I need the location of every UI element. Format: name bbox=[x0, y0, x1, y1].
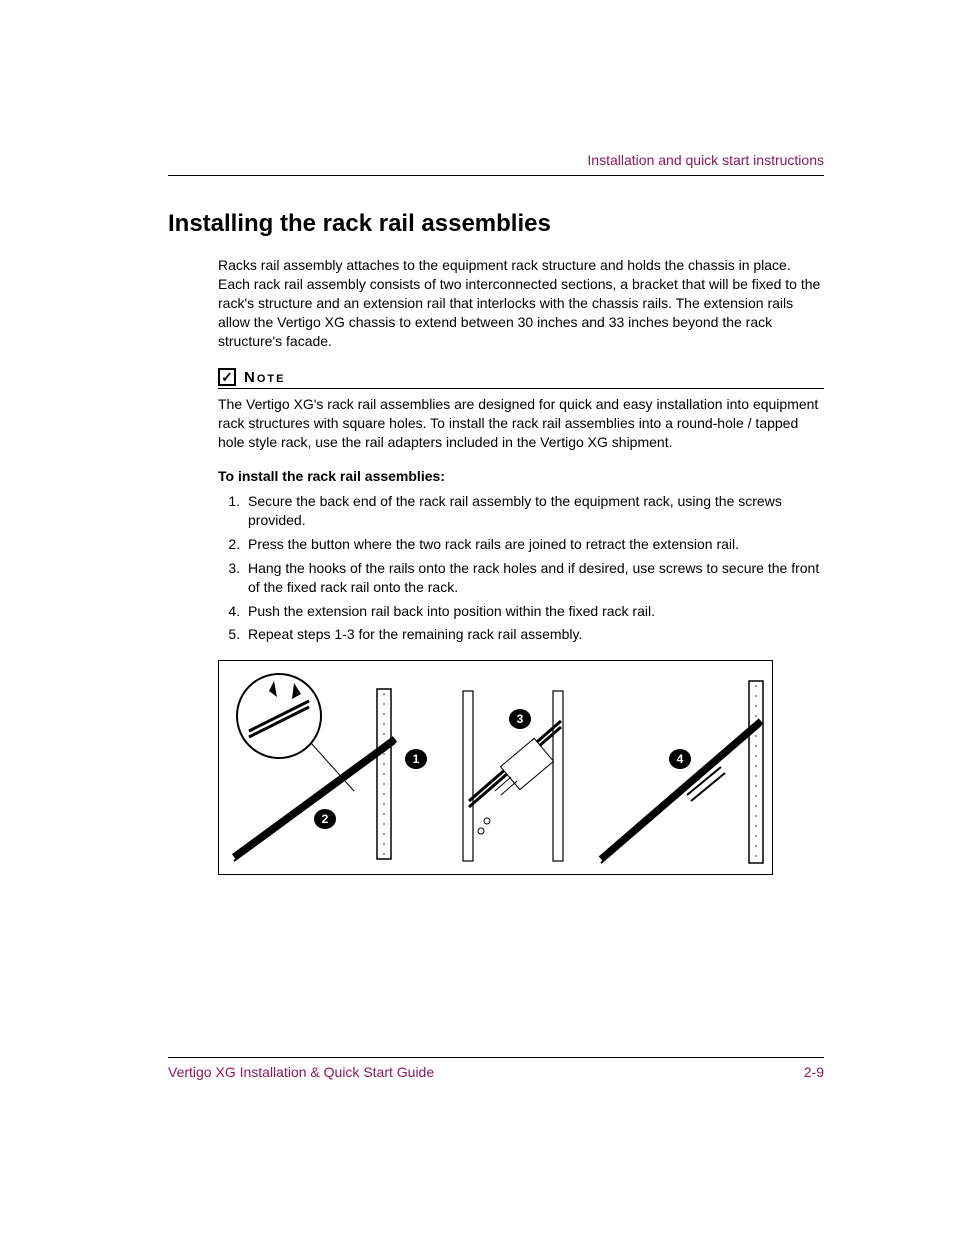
intro-paragraph: Racks rail assembly attaches to the equi… bbox=[218, 256, 824, 350]
diagram-svg bbox=[219, 661, 773, 875]
page: Installation and quick start instruction… bbox=[0, 0, 954, 1235]
content-body: Racks rail assembly attaches to the equi… bbox=[218, 256, 824, 875]
note-header: ✓ Note bbox=[218, 368, 824, 389]
step-item: Repeat steps 1-3 for the remaining rack … bbox=[244, 625, 824, 644]
step-item: Press the button where the two rack rail… bbox=[244, 535, 824, 554]
procedure-heading: To install the rack rail assemblies: bbox=[218, 468, 824, 484]
step-item: Secure the back end of the rack rail ass… bbox=[244, 492, 824, 530]
note-body: The Vertigo XG's rack rail assemblies ar… bbox=[218, 395, 824, 452]
page-footer: Vertigo XG Installation & Quick Start Gu… bbox=[168, 1057, 824, 1080]
running-header: Installation and quick start instruction… bbox=[587, 152, 824, 168]
footer-guide-name: Vertigo XG Installation & Quick Start Gu… bbox=[168, 1064, 434, 1080]
header-rule bbox=[168, 175, 824, 176]
step-item: Hang the hooks of the rails onto the rac… bbox=[244, 559, 824, 597]
page-title: Installing the rack rail assemblies bbox=[168, 210, 824, 238]
rack-rail-diagram: 1 2 3 4 bbox=[218, 660, 773, 875]
footer-rule bbox=[168, 1057, 824, 1058]
footer-page-number: 2-9 bbox=[804, 1064, 824, 1080]
procedure-steps: Secure the back end of the rack rail ass… bbox=[218, 492, 824, 644]
checkbox-icon: ✓ bbox=[218, 368, 236, 386]
step-item: Push the extension rail back into positi… bbox=[244, 602, 824, 621]
note-label: Note bbox=[244, 369, 285, 386]
